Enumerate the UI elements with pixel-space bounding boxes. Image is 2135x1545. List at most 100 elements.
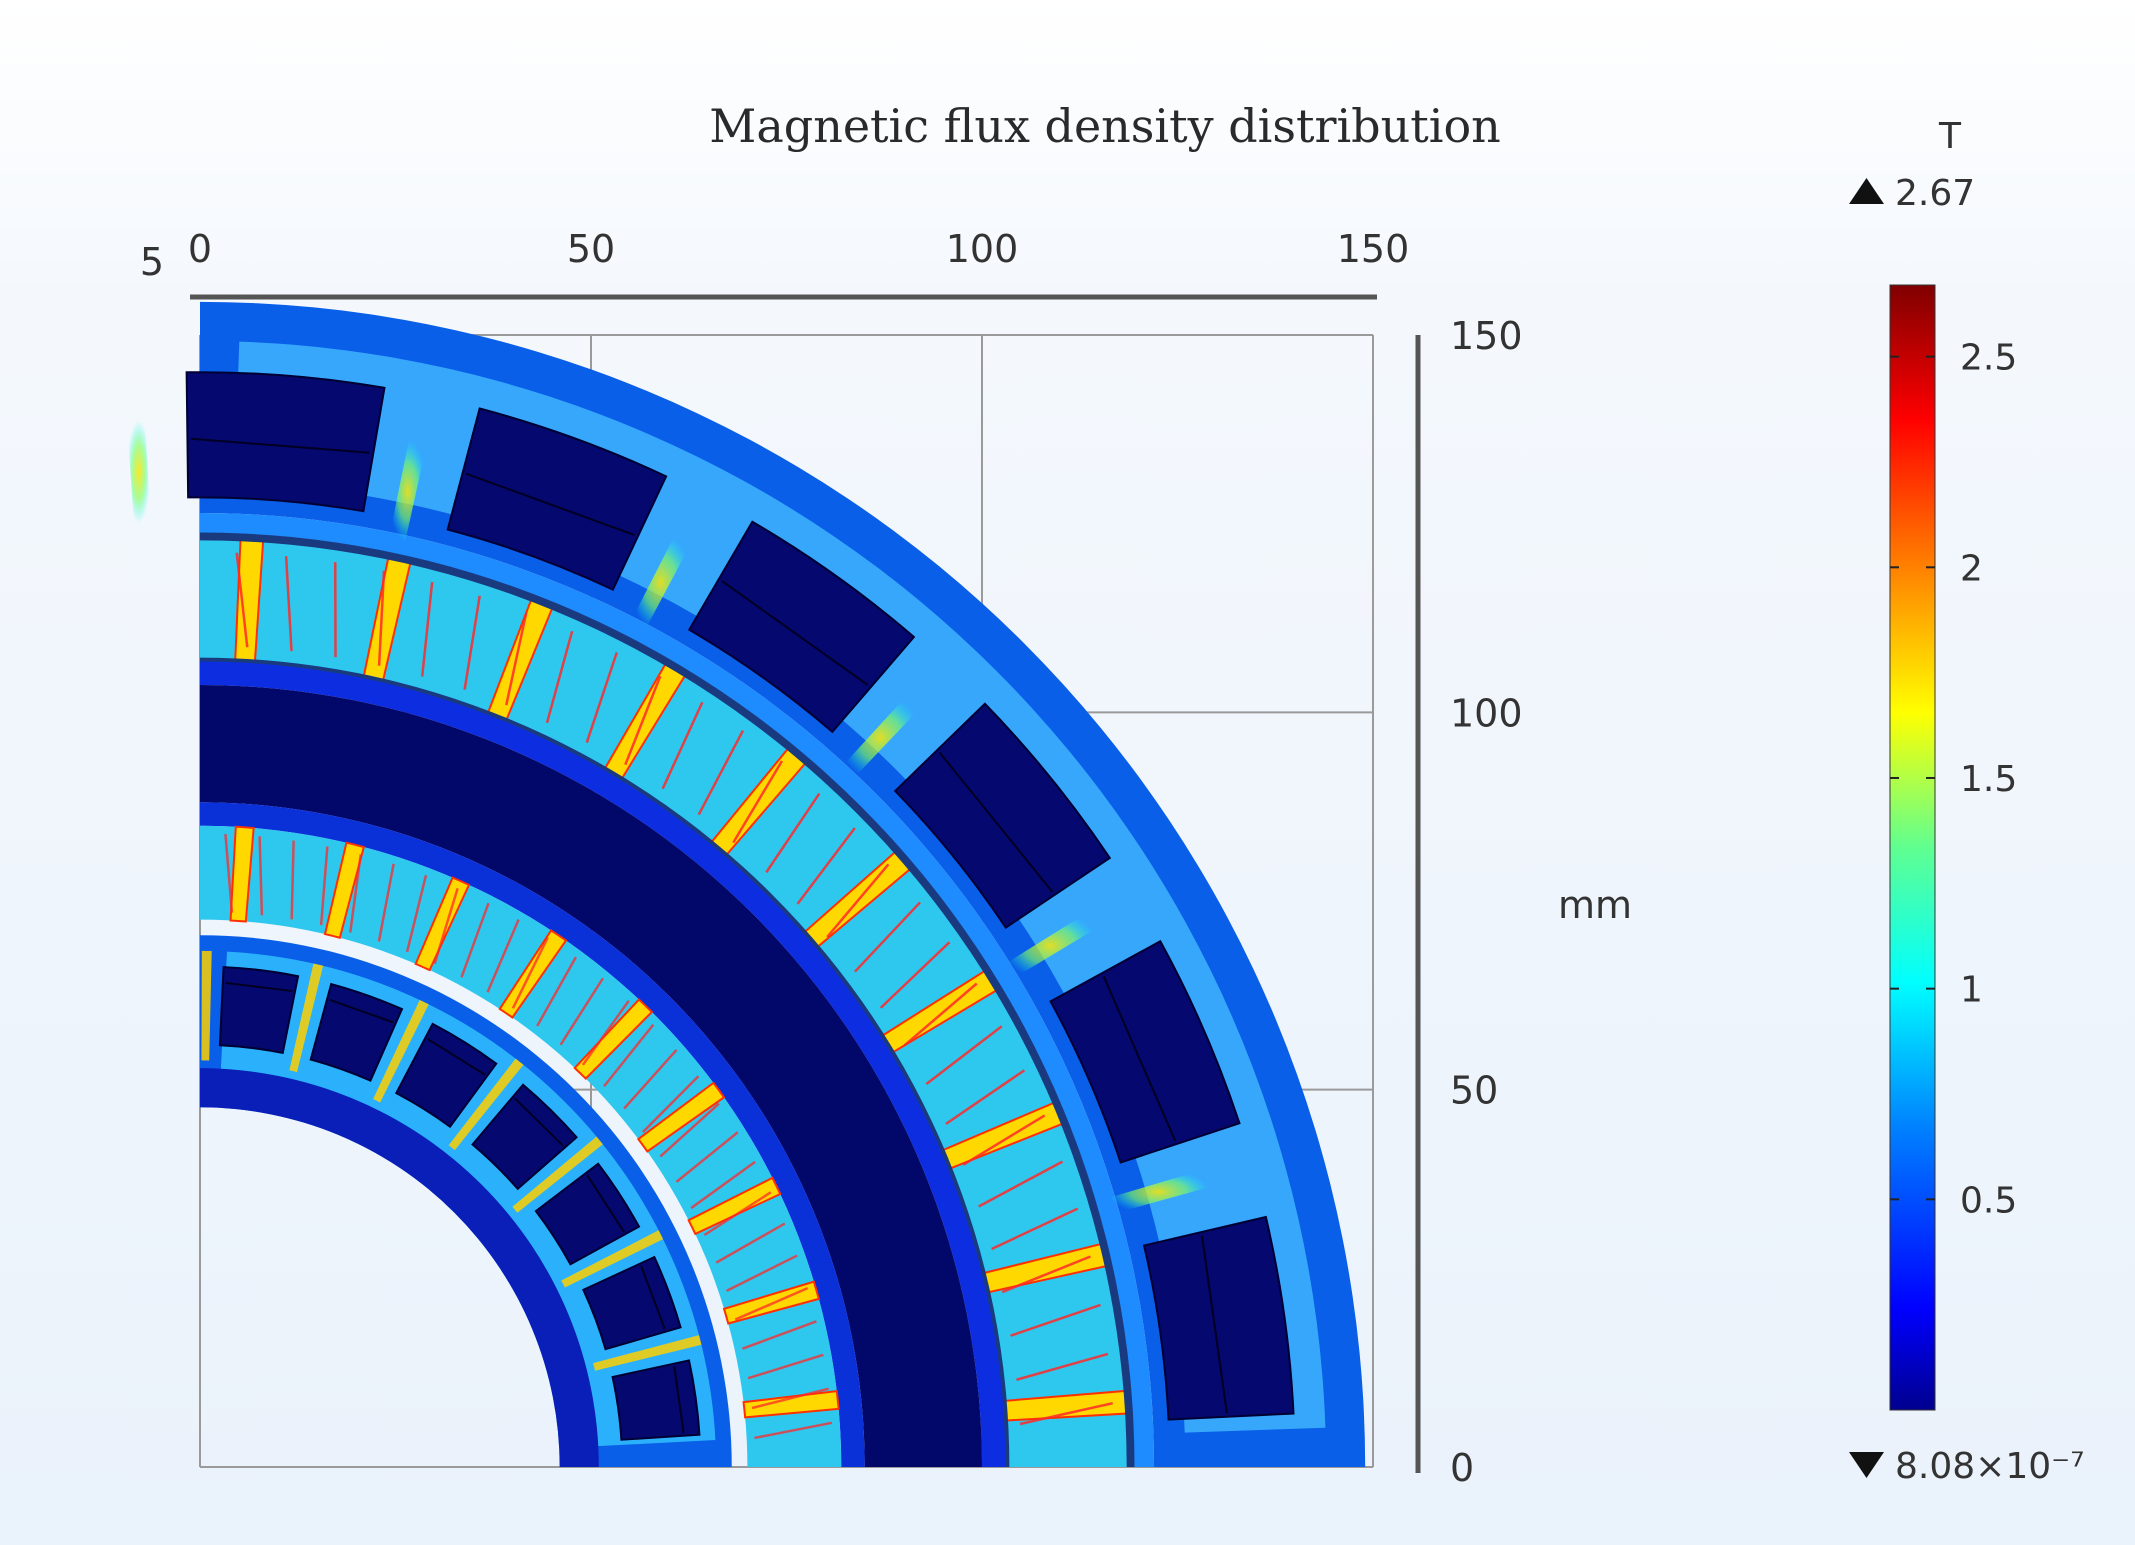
colorbar-max-triangle-icon: [1849, 178, 1884, 204]
inner-stator-tooth-flux: [593, 1335, 702, 1371]
inner-stator-tooth-flux: [448, 1058, 524, 1151]
colorbar-gradient: [1889, 284, 1936, 1411]
colorbar-tick-label: 1: [1960, 970, 1983, 1011]
flux-arrow: [751, 1387, 829, 1410]
flux-arrow: [879, 941, 951, 1009]
y-axis: 0 50 100 150: [1415, 314, 1523, 1490]
flux-arrow: [697, 729, 745, 816]
plot-area: [126, 301, 1374, 1468]
inner-stator-bore: [200, 1068, 599, 1467]
flux-arrow: [290, 840, 295, 920]
outer-stator-slot: [687, 520, 916, 734]
colorbar-tick-label: 2: [1960, 548, 1983, 589]
flux-arrow: [420, 581, 434, 677]
inner-stator-slot: [394, 1022, 498, 1129]
slot-divider: [465, 472, 635, 536]
inner-magnet-bridge: [687, 1176, 782, 1236]
x-tick-label: 100: [946, 227, 1019, 271]
outer-stator-tooth-flux: [126, 420, 151, 524]
inner-stator-slot: [534, 1162, 641, 1266]
slot-divider: [427, 1038, 486, 1076]
colorbar: T 2.67 2.5 2 1.5 1 0.5 8.08×10⁻⁷: [1849, 116, 2085, 1487]
flux-arrow: [675, 1131, 739, 1183]
flux-arrow: [690, 1160, 756, 1210]
flux-arrow: [224, 833, 234, 913]
flux-arrow: [742, 1320, 817, 1350]
flux-arrow: [747, 1353, 824, 1380]
colorbar-tick-label: 0.5: [1960, 1180, 2017, 1221]
flux-arrow: [349, 854, 362, 933]
x-tick-label: 150: [1337, 227, 1410, 271]
flux-arrow: [284, 556, 293, 652]
outer-stator-tooth-flux: [388, 440, 427, 544]
slot-divider: [514, 1097, 564, 1147]
flux-arrow: [734, 1287, 809, 1321]
outer-stator-tooth-flux: [629, 533, 692, 632]
flux-arrow: [377, 570, 386, 666]
flux-arrow: [511, 937, 549, 1009]
slot-divider: [721, 580, 869, 686]
flux-arrow: [624, 675, 662, 766]
slot-divider: [190, 437, 370, 454]
slot-divider: [640, 1265, 666, 1330]
inner-stator-tooth-flux: [289, 963, 324, 1073]
colorbar-max-label: 2.67: [1895, 173, 1975, 214]
flux-arrow: [559, 977, 604, 1046]
flux-arrow: [715, 1222, 786, 1264]
colorbar-min-label: 8.08×10⁻⁷: [1895, 1446, 2085, 1487]
x-tick-label: 50: [567, 227, 615, 271]
inner-magnet-bridge: [573, 998, 654, 1080]
inner-magnet-bridge: [323, 841, 366, 939]
outer-stator-slot: [893, 702, 1112, 929]
inner-magnet-bridge: [414, 876, 471, 972]
flux-arrow: [623, 1048, 678, 1110]
slot-divider: [329, 998, 394, 1024]
flux-arrow: [545, 630, 574, 724]
flux-arrow: [581, 1000, 630, 1066]
outer-stator-slot: [446, 407, 668, 591]
inner-magnet-bridge: [229, 825, 255, 923]
flux-arrow: [1019, 1401, 1113, 1426]
flux-arrow: [603, 1023, 655, 1088]
y-axis-unit-label: mm: [1558, 883, 1632, 927]
slot-divider: [586, 1174, 625, 1233]
slot-divider: [1200, 1235, 1228, 1414]
flux-arrow: [903, 982, 978, 1047]
flux-arrow: [796, 827, 856, 905]
flux-arrow: [754, 1421, 833, 1440]
slot-divider: [673, 1366, 685, 1434]
flux-arrow: [945, 1069, 1026, 1125]
inner-stator-slot: [471, 1083, 578, 1191]
x-axis-extra-label: 5: [140, 240, 164, 284]
inner-stator-slot: [611, 1359, 701, 1441]
rotor-core: [200, 685, 982, 1467]
outer-stator-tooth-flux: [1002, 911, 1099, 980]
inner-stator-slot: [309, 982, 404, 1082]
chart-title: Magnetic flux density distribution: [709, 99, 1501, 153]
colorbar-unit-label: T: [1938, 116, 1962, 157]
flux-arrow: [235, 552, 249, 648]
flux-arrow: [460, 902, 490, 978]
outer-stator-slot: [1049, 939, 1241, 1164]
slot-divider: [225, 981, 293, 993]
inner-magnet-bridge: [742, 1389, 840, 1419]
flux-arrow: [258, 836, 264, 916]
inner-magnet-bridge: [636, 1081, 726, 1153]
flux-arrow: [1016, 1352, 1109, 1381]
inner-stator-tooth-flux: [512, 1136, 603, 1213]
inner-stator-field: [220, 951, 716, 1447]
flux-arrow: [962, 1114, 1046, 1166]
inner-magnet-bridge: [498, 929, 568, 1019]
outer-stator-tooth-flux: [1107, 1169, 1210, 1215]
flux-arrow: [826, 863, 890, 938]
flux-arrow: [505, 611, 528, 706]
y-tick-label: 150: [1450, 314, 1523, 358]
flux-arrow: [1010, 1303, 1101, 1337]
flux-arrow: [765, 792, 821, 874]
flux-arrow: [641, 1075, 700, 1133]
colorbar-min-triangle-icon: [1849, 1452, 1884, 1478]
flux-arrow: [486, 919, 520, 993]
slot-divider: [938, 752, 1054, 893]
y-tick-label: 100: [1450, 691, 1523, 735]
